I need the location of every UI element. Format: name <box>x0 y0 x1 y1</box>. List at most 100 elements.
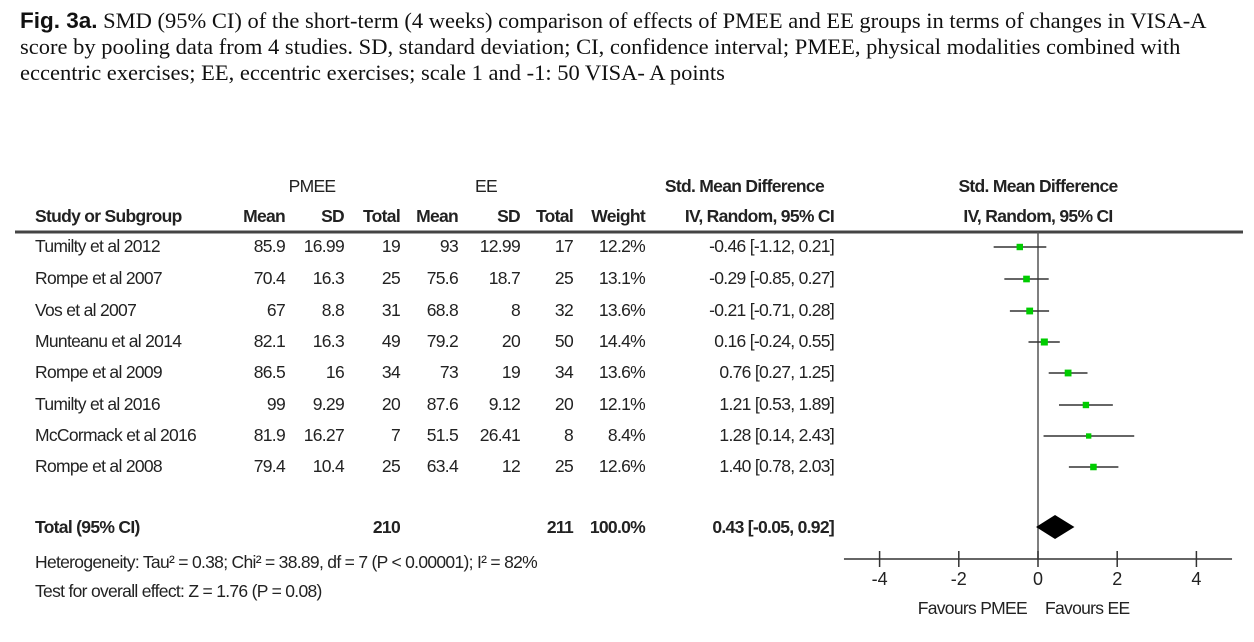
effect-marker <box>1064 369 1072 377</box>
total2-value: 211 <box>546 517 574 537</box>
cell-mean2: 73 <box>439 362 459 382</box>
effect-marker <box>1082 401 1090 409</box>
cell-ci-text: 1.40 [0.78, 2.03] <box>719 456 834 476</box>
total-weight: 100.0% <box>589 517 646 537</box>
cell-study: Vos et al 2007 <box>35 300 137 320</box>
x-tick-label: 2 <box>1112 569 1122 589</box>
cell-mean1: 79.4 <box>253 456 286 476</box>
cell-mean2: 75.6 <box>426 268 459 288</box>
cell-sd2: 9.12 <box>488 394 521 414</box>
cell-study: Rompe et al 2009 <box>35 362 163 382</box>
cell-mean1: 85.9 <box>253 236 286 256</box>
total2-header: Total <box>535 206 574 226</box>
cell-mean1: 86.5 <box>253 362 286 382</box>
study-header: Study or Subgroup <box>35 206 182 226</box>
cell-sd2: 18.7 <box>488 268 521 288</box>
effect-marker <box>1086 433 1092 439</box>
cell-total2: 25 <box>554 456 574 476</box>
weight-header: Weight <box>591 206 646 226</box>
cell-study: Tumilty et al 2012 <box>35 236 161 256</box>
cell-mean2: 68.8 <box>426 300 459 320</box>
group2-header: EE <box>475 176 498 196</box>
cell-total1: 34 <box>381 362 401 382</box>
cell-total1: 19 <box>381 236 401 256</box>
cell-total1: 25 <box>381 456 401 476</box>
cell-mean1: 70.4 <box>253 268 286 288</box>
cell-study: Rompe et al 2007 <box>35 268 163 288</box>
cell-weight: 14.4% <box>598 331 646 351</box>
cell-mean2: 79.2 <box>426 331 459 351</box>
cell-sd1: 9.29 <box>312 394 345 414</box>
total-label: Total (95% CI) <box>35 517 140 537</box>
cell-weight: 13.6% <box>598 362 646 382</box>
cell-total2: 34 <box>554 362 574 382</box>
cell-total1: 31 <box>381 300 401 320</box>
sd1-header: SD <box>321 206 345 226</box>
cell-sd1: 16 <box>325 362 345 382</box>
total1-value: 210 <box>372 517 401 537</box>
effect-marker <box>1090 463 1097 471</box>
cell-mean2: 93 <box>439 236 459 256</box>
cell-total2: 32 <box>554 300 574 320</box>
cell-total2: 8 <box>563 425 574 445</box>
cell-total2: 50 <box>554 331 574 351</box>
favours-left-label: Favours PMEE <box>917 598 1028 618</box>
smd-header: Std. Mean Difference <box>664 176 825 196</box>
cell-sd2: 19 <box>501 362 521 382</box>
total1-header: Total <box>362 206 401 226</box>
cell-ci-text: 0.76 [0.27, 1.25] <box>719 362 834 382</box>
cell-weight: 12.1% <box>598 394 646 414</box>
cell-total1: 20 <box>381 394 401 414</box>
cell-weight: 12.6% <box>598 456 646 476</box>
effect-marker <box>1016 243 1023 251</box>
cell-total1: 25 <box>381 268 401 288</box>
heterogeneity-text: Heterogeneity: Tau² = 0.38; Chi² = 38.89… <box>35 552 538 572</box>
group1-header: PMEE <box>288 176 336 196</box>
cell-weight: 12.2% <box>598 236 646 256</box>
cell-mean2: 51.5 <box>426 425 459 445</box>
cell-mean1: 99 <box>266 394 286 414</box>
cell-ci-text: -0.46 [-1.12, 0.21] <box>709 236 835 256</box>
favours-right-label: Favours EE <box>1045 598 1130 618</box>
cell-total1: 7 <box>390 425 401 445</box>
cell-sd2: 12 <box>501 456 521 476</box>
cell-sd2: 8 <box>510 300 521 320</box>
x-tick-label: 0 <box>1033 569 1043 589</box>
cell-sd1: 16.99 <box>303 236 345 256</box>
cell-total2: 20 <box>554 394 574 414</box>
cell-ci-text: -0.29 [-0.85, 0.27] <box>709 268 835 288</box>
cell-mean2: 63.4 <box>426 456 459 476</box>
x-tick-label: -2 <box>951 569 967 589</box>
cell-sd1: 16.27 <box>303 425 345 445</box>
effect-marker <box>1023 275 1030 283</box>
cell-study: McCormack et al 2016 <box>35 425 197 445</box>
cell-sd1: 10.4 <box>312 456 345 476</box>
plot-title: Std. Mean Difference <box>958 176 1118 196</box>
cell-sd1: 8.8 <box>321 300 345 320</box>
x-tick-label: -4 <box>872 569 888 589</box>
cell-study: Rompe et al 2008 <box>35 456 163 476</box>
cell-sd2: 12.99 <box>479 236 521 256</box>
cell-mean1: 82.1 <box>253 331 286 351</box>
cell-ci-text: 1.28 [0.14, 2.43] <box>719 425 834 445</box>
cell-weight: 8.4% <box>607 425 646 445</box>
cell-weight: 13.1% <box>598 268 646 288</box>
cell-total1: 49 <box>381 331 401 351</box>
cell-sd1: 16.3 <box>312 331 345 351</box>
overall-effect-text: Test for overall effect: Z = 1.76 (P = 0… <box>35 581 322 601</box>
cell-mean1: 81.9 <box>253 425 286 445</box>
x-tick-label: 4 <box>1191 569 1201 589</box>
cell-sd2: 26.41 <box>479 425 521 445</box>
cell-total2: 25 <box>554 268 574 288</box>
cell-sd2: 20 <box>501 331 521 351</box>
mean1-header: Mean <box>243 206 286 226</box>
figure-label: Fig. 3a. <box>20 8 98 33</box>
cell-weight: 13.6% <box>598 300 646 320</box>
figure-caption: Fig. 3a. SMD (95% CI) of the short-term … <box>20 8 1220 86</box>
cell-study: Munteanu et al 2014 <box>35 331 182 351</box>
mean2-header: Mean <box>416 206 459 226</box>
cell-ci-text: 0.16 [-0.24, 0.55] <box>714 331 834 351</box>
cell-mean2: 87.6 <box>426 394 459 414</box>
total-ci: 0.43 [-0.05, 0.92] <box>712 517 834 537</box>
